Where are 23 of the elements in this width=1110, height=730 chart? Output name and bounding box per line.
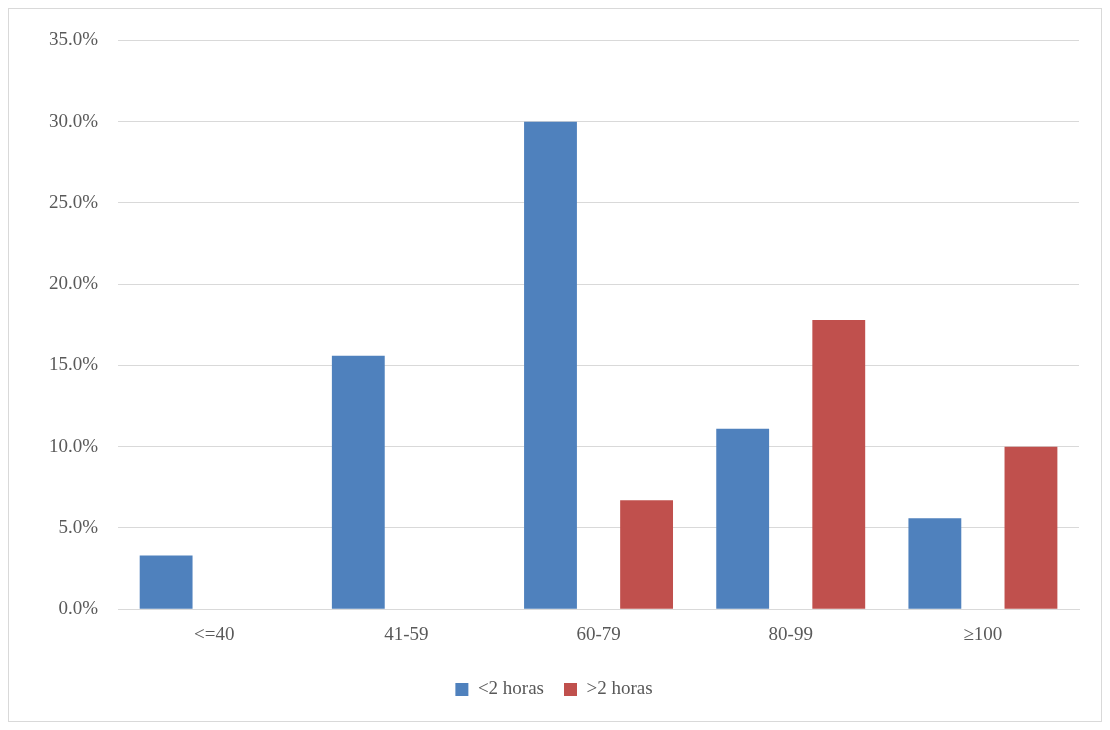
- bar: [908, 518, 962, 609]
- x-tick-label: 60-79: [576, 622, 621, 644]
- y-tick-label: 0.0%: [58, 597, 99, 619]
- x-tick-label: ≥100: [963, 622, 1003, 644]
- y-tick-label: 35.0%: [49, 28, 99, 50]
- bar: [716, 428, 770, 609]
- legend-label: <2 horas: [477, 677, 545, 699]
- bar: [812, 319, 866, 609]
- bar: [139, 555, 193, 609]
- bar: [524, 121, 577, 609]
- x-tick-label: 80-99: [768, 622, 813, 644]
- y-tick-label: 25.0%: [49, 190, 99, 212]
- bar: [1004, 446, 1058, 609]
- y-tick-label: 15.0%: [49, 353, 99, 375]
- x-tick-label: <=40: [193, 622, 235, 644]
- bar: [331, 355, 385, 609]
- legend-label: >2 horas: [586, 677, 653, 699]
- y-tick-label: 5.0%: [58, 515, 99, 537]
- x-tick-label: 41-59: [384, 622, 429, 644]
- bar: [620, 500, 674, 609]
- y-tick-label: 30.0%: [49, 109, 99, 131]
- y-tick-label: 10.0%: [49, 434, 99, 456]
- y-tick-label: 20.0%: [49, 272, 99, 294]
